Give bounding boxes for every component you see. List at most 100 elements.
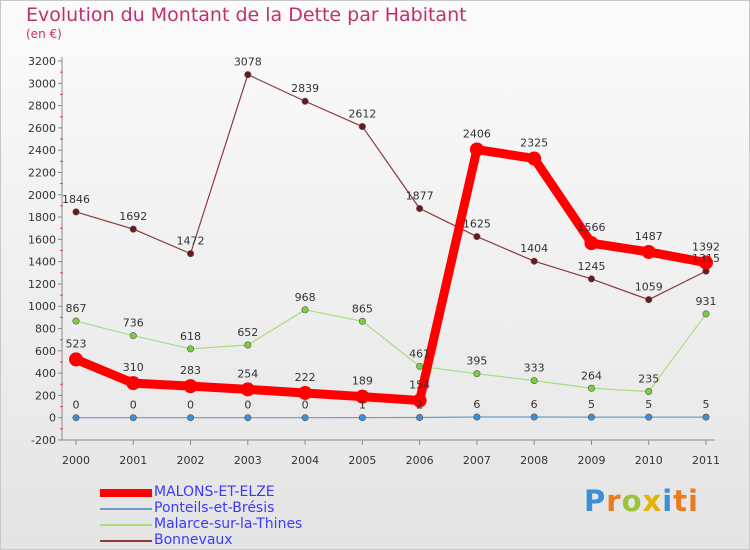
data-point [355,389,370,404]
data-point [587,275,595,283]
data-point [187,250,195,258]
y-tick-label: 1400 [28,256,56,269]
data-label: 6 [531,398,538,411]
y-tick-label: 2200 [28,166,56,179]
data-label: 6 [473,398,480,411]
data-point [183,379,198,394]
x-tick-label: 2007 [463,454,491,467]
data-label: 283 [180,364,201,377]
data-point [416,362,424,370]
y-tick-label: 2400 [28,144,56,157]
logo-letter: o [621,484,643,518]
data-point [301,97,309,105]
x-tick-label: 2003 [234,454,262,467]
data-label: 1487 [635,230,663,243]
data-label: 1392 [692,241,720,254]
data-label: 222 [295,371,316,384]
data-label: 395 [466,355,487,368]
legend-label-malons-et-elze: MALONS-ET-ELZE [154,484,275,500]
chart-title: Evolution du Montant de la Dette par Hab… [26,4,467,26]
legend-swatch-malarce-sur-la-thines [100,524,152,526]
data-point [416,413,424,421]
legend-label-bonnevaux: Bonnevaux [154,532,233,548]
y-tick-label: 0 [49,412,56,425]
data-point [72,317,80,325]
data-label: 235 [638,373,659,386]
data-label: 1315 [692,252,720,265]
y-tick-label: 2800 [28,100,56,113]
data-label: 1846 [62,193,90,206]
x-tick-label: 2008 [520,454,548,467]
data-point [645,413,653,421]
data-label: 1625 [463,218,491,231]
data-point [244,341,252,349]
data-point [298,385,313,400]
data-label: 1472 [177,235,205,248]
data-label: 867 [66,302,87,315]
data-point [473,413,481,421]
data-point [69,352,83,367]
x-tick-label: 2010 [635,454,663,467]
y-tick-label: 200 [35,389,56,402]
x-tick-label: 2011 [692,454,720,467]
data-point [530,257,538,265]
data-point [473,370,481,378]
data-label: 931 [696,295,717,308]
series-line [75,416,707,419]
y-tick-label: 2000 [28,189,56,202]
data-label: 736 [123,317,144,330]
data-point [530,377,538,385]
data-point [72,414,80,422]
data-label: 1404 [520,242,548,255]
data-label: 1692 [119,210,147,223]
data-label: 310 [123,361,144,374]
data-point [530,413,538,421]
legend-label-malarce-sur-la-thines: Malarce-sur-la-Thines [154,516,303,532]
x-tick-label: 2006 [406,454,434,467]
data-point [412,393,427,408]
data-label: 0 [244,399,251,412]
data-label: 2612 [348,108,376,121]
data-point [129,332,137,340]
data-label: 1059 [635,281,663,294]
data-point [240,382,255,397]
data-label: 5 [588,398,595,411]
x-tick-label: 2004 [291,454,319,467]
data-point [416,204,424,212]
y-tick-label: 1000 [28,300,56,313]
data-label: 1877 [406,189,434,202]
logo-letter: i [662,484,674,518]
data-point [469,142,484,157]
data-point [129,414,137,422]
data-point [129,225,137,233]
data-label: 1245 [577,260,605,273]
data-point [584,236,599,251]
data-label: 2325 [520,137,548,150]
y-tick-label: 1200 [28,278,56,291]
data-point [187,414,195,422]
data-point [702,310,710,318]
data-label: 0 [187,399,194,412]
proxiti-logo: Proxiti [584,484,699,518]
data-point [301,414,309,422]
series-line [75,309,707,393]
data-label: 461 [409,347,430,360]
data-label: 254 [237,367,258,380]
logo-letter: P [584,484,607,518]
data-label: 0 [130,399,137,412]
data-label: 523 [66,337,87,350]
data-point [301,306,309,314]
x-tick-label: 2002 [177,454,205,467]
x-tick-label: 2001 [119,454,147,467]
y-tick-label: 3200 [28,55,56,68]
y-tick-label: 600 [35,345,56,358]
data-label: 0 [302,399,309,412]
data-point [358,123,366,131]
series-line [71,145,711,406]
data-point [587,384,595,392]
data-point [587,413,595,421]
data-label: 333 [524,362,545,375]
data-point [244,414,252,422]
data-label: 154 [409,379,430,392]
